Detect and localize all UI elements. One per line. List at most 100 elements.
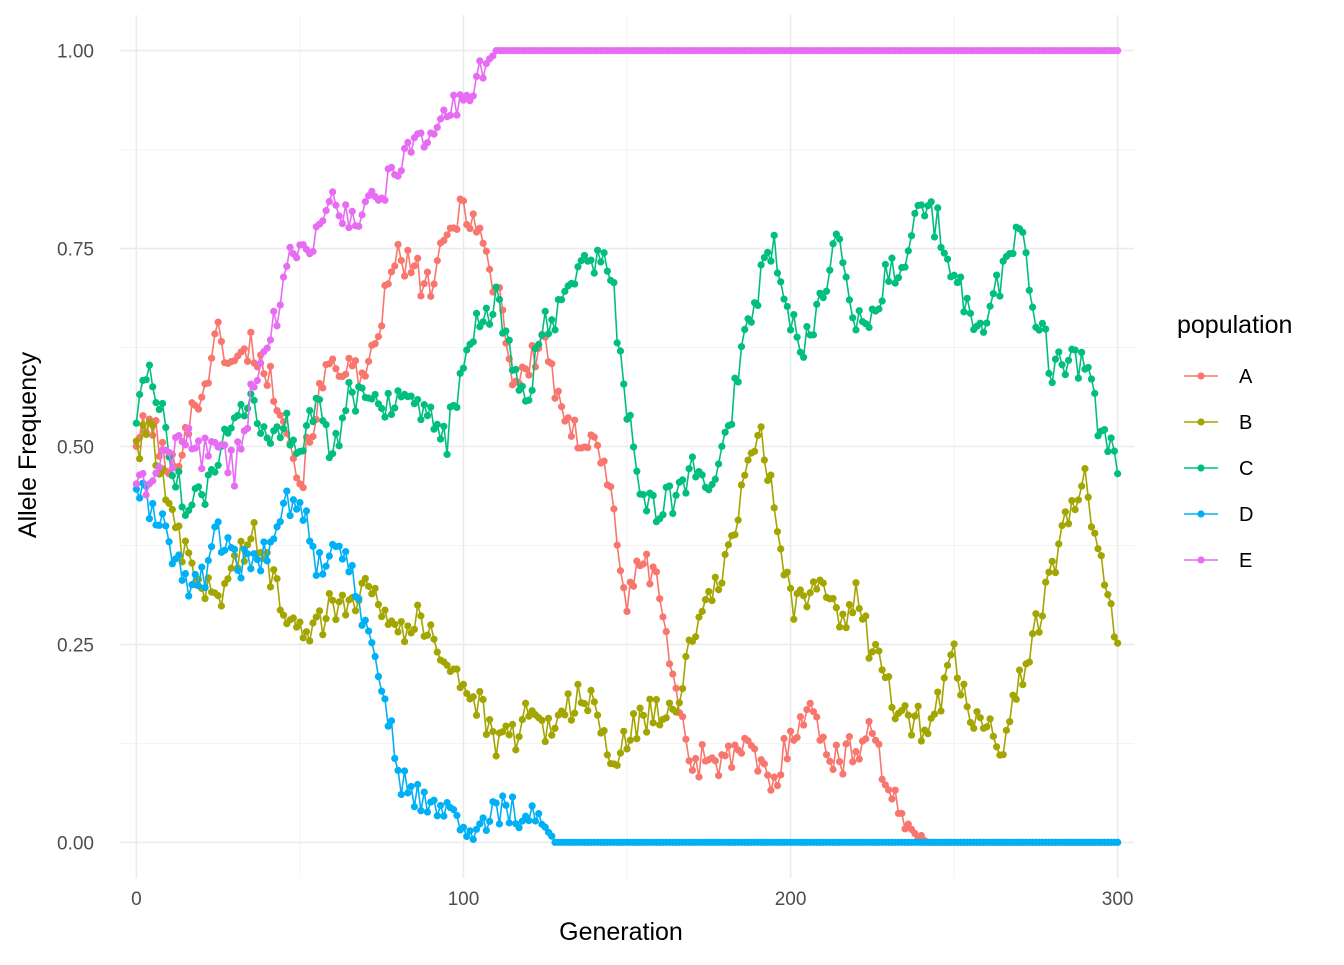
- data-point-B: [692, 633, 700, 641]
- data-point-E: [266, 336, 275, 344]
- data-point-B: [378, 613, 386, 621]
- data-point-B: [633, 735, 641, 743]
- data-point-C: [1025, 286, 1033, 294]
- data-point-C: [963, 294, 971, 302]
- data-point-E: [355, 222, 363, 230]
- data-point-B: [338, 591, 347, 599]
- data-point-B: [1038, 612, 1047, 620]
- data-point-B: [1097, 552, 1105, 560]
- data-point-D: [204, 556, 212, 565]
- data-point-C: [577, 257, 585, 265]
- data-point-B: [786, 584, 795, 592]
- data-point-E: [394, 172, 402, 180]
- data-point-A: [351, 357, 360, 365]
- data-point-B: [885, 673, 893, 681]
- data-point-B: [188, 559, 196, 567]
- data-point-C: [158, 399, 167, 408]
- data-point-E: [446, 111, 454, 119]
- data-point-D: [394, 766, 402, 775]
- data-point-C: [708, 480, 716, 489]
- data-point-C: [904, 247, 912, 255]
- data-point-C: [845, 296, 854, 304]
- data-point-B: [714, 586, 723, 594]
- data-point-A: [522, 365, 530, 373]
- data-point-B: [1081, 464, 1089, 473]
- data-point-B: [214, 592, 222, 600]
- data-point-B: [302, 628, 311, 636]
- data-point-C: [263, 434, 271, 442]
- data-point-B: [1058, 521, 1066, 530]
- data-point-C: [777, 278, 785, 286]
- data-point-B: [492, 752, 500, 760]
- data-point-B: [783, 568, 791, 576]
- data-point-C: [659, 511, 667, 519]
- data-point-B: [1074, 496, 1082, 504]
- data-point-C: [728, 420, 736, 428]
- data-point-C: [482, 304, 490, 312]
- data-point-C: [1110, 447, 1118, 455]
- data-point-C: [597, 258, 605, 266]
- data-point-E: [168, 464, 176, 472]
- data-point-E: [309, 247, 317, 256]
- y-tick-label: 0.75: [57, 240, 94, 261]
- data-point-C: [142, 376, 150, 384]
- data-point-B: [963, 703, 971, 711]
- data-point-B: [629, 710, 638, 718]
- data-point-A: [345, 354, 353, 362]
- data-point-D: [247, 565, 255, 573]
- legend-items: A B C D E: [1184, 366, 1253, 572]
- data-point-C: [698, 471, 706, 479]
- data-point-D: [132, 485, 140, 493]
- data-point-A: [839, 770, 847, 778]
- data-point-E: [358, 211, 366, 219]
- data-point-C: [639, 490, 647, 499]
- data-point-B: [381, 606, 389, 614]
- data-point-C: [1019, 228, 1027, 236]
- data-point-B: [459, 680, 468, 688]
- data-point-B: [754, 431, 762, 440]
- data-point-D: [243, 550, 252, 558]
- data-point-B: [296, 618, 304, 626]
- data-point-C: [240, 412, 248, 420]
- data-point-D: [361, 616, 369, 624]
- data-point-B: [993, 743, 1001, 751]
- data-point-D: [178, 576, 186, 584]
- data-point-A: [391, 262, 399, 270]
- data-point-C: [865, 323, 873, 332]
- data-point-B: [970, 724, 978, 732]
- data-point-C: [1074, 374, 1082, 382]
- data-point-E: [286, 243, 294, 251]
- data-point-E: [463, 91, 471, 100]
- data-point-B: [1100, 581, 1109, 589]
- data-point-B: [924, 730, 932, 738]
- data-point-A: [898, 809, 906, 818]
- data-point-B: [139, 421, 147, 429]
- data-point-B: [512, 746, 520, 754]
- data-point-A: [620, 584, 628, 592]
- data-point-D: [466, 827, 474, 835]
- data-point-B: [878, 666, 886, 674]
- data-point-C: [629, 443, 638, 451]
- data-point-B: [600, 727, 608, 735]
- data-point-C: [351, 407, 360, 415]
- data-point-C: [479, 318, 487, 326]
- data-point-B: [567, 716, 575, 724]
- data-point-D: [440, 812, 448, 820]
- data-point-B: [299, 634, 307, 642]
- data-point-C: [1038, 319, 1047, 327]
- data-point-B: [708, 596, 716, 605]
- data-point-B: [361, 574, 369, 583]
- data-point-B: [175, 522, 183, 530]
- data-point-B: [616, 749, 625, 757]
- data-point-E: [132, 480, 140, 488]
- data-point-A: [659, 613, 667, 621]
- data-point-A: [554, 387, 562, 395]
- data-point-E: [469, 92, 477, 100]
- data-point-C: [911, 209, 919, 218]
- data-point-D: [508, 793, 517, 801]
- legend-label: E: [1239, 550, 1252, 572]
- data-point-B: [734, 516, 742, 524]
- data-point-B: [522, 699, 530, 707]
- data-point-A: [652, 568, 661, 576]
- data-point-C: [711, 475, 719, 483]
